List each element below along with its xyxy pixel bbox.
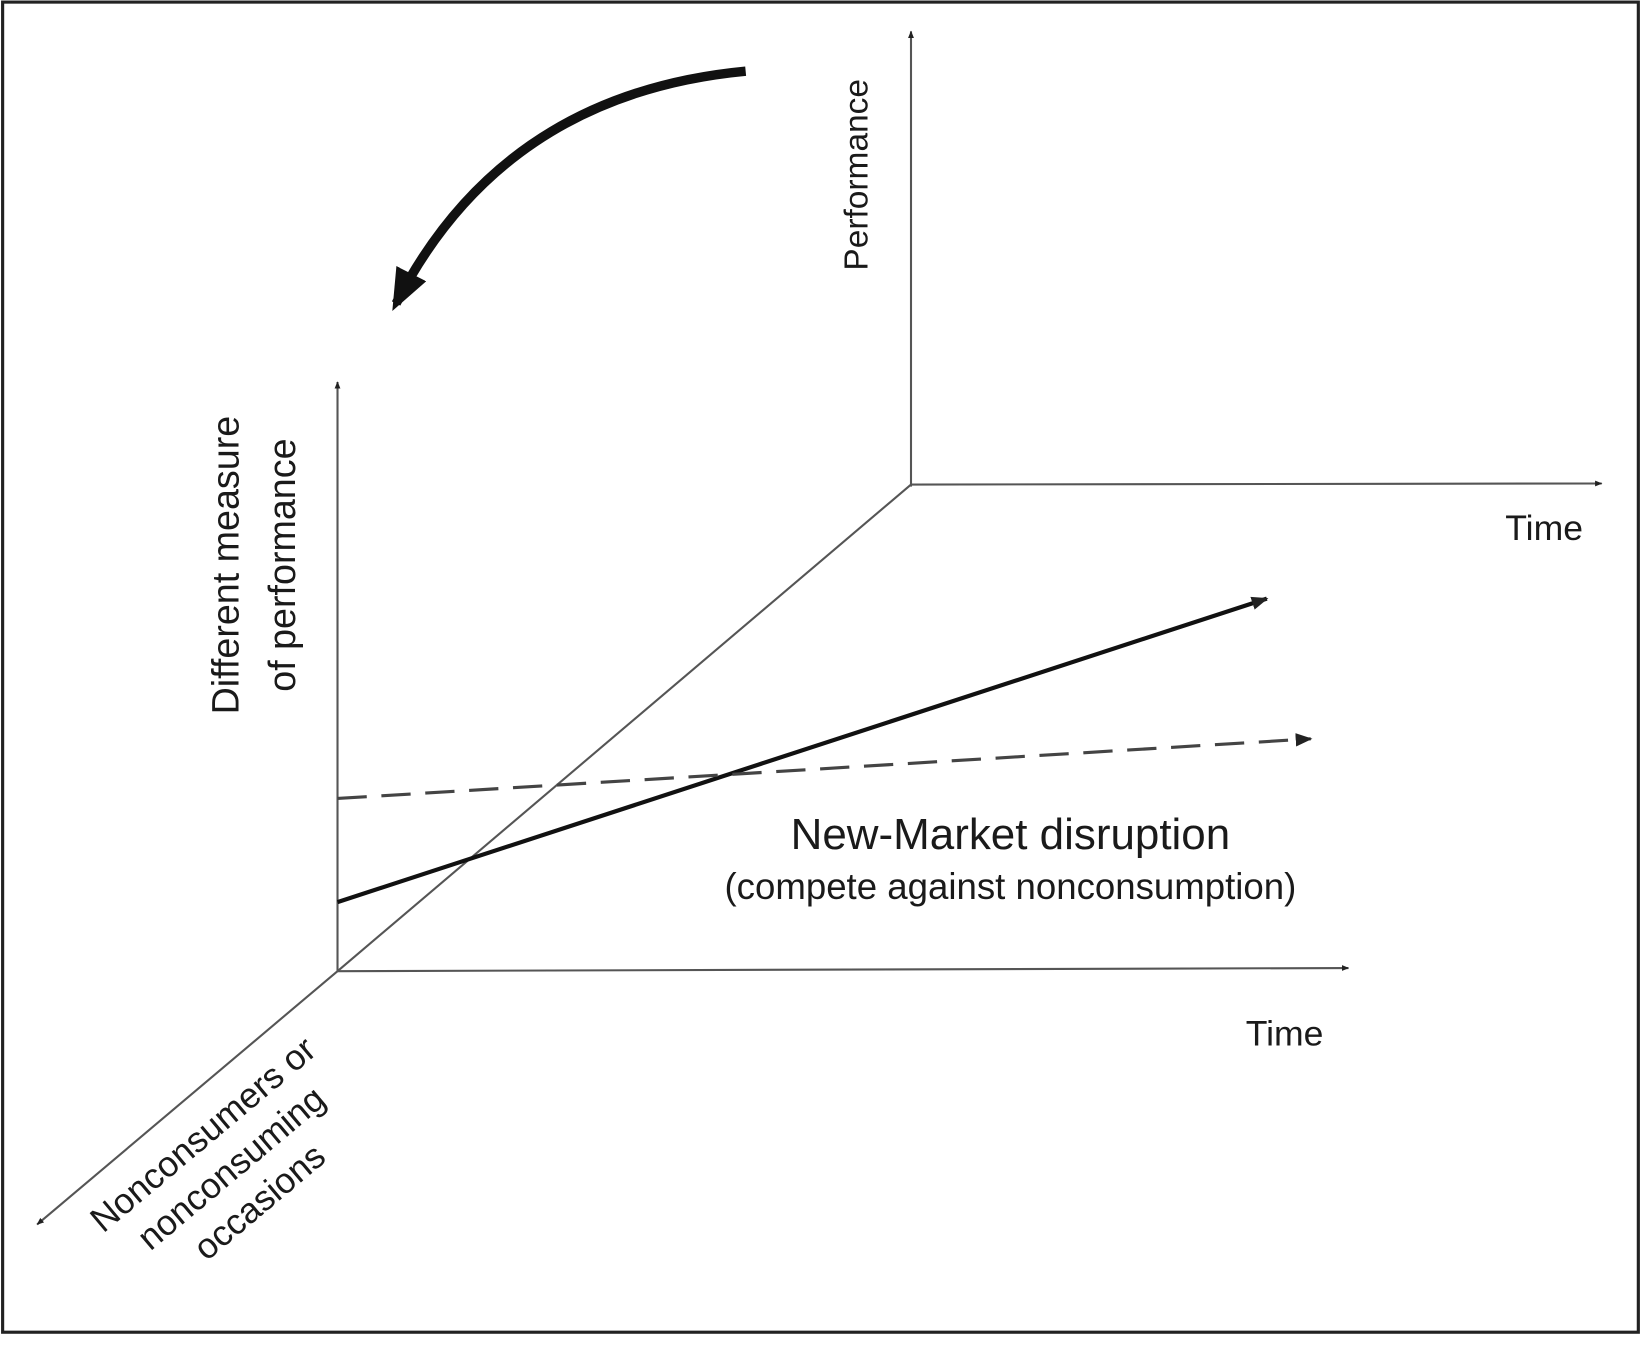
- back-x-axis: [910, 480, 1603, 487]
- solid-trajectory: [336, 596, 1269, 905]
- front-y-label: Different measure: [205, 416, 247, 715]
- curved-arrow: [391, 66, 747, 311]
- front-y-label: of performance: [261, 438, 303, 691]
- caption-subtitle: (compete against nonconsumption): [724, 866, 1296, 907]
- back-y-label: Performance: [839, 79, 876, 271]
- depth-axis: [36, 970, 339, 1226]
- front-x-label: Time: [1246, 1013, 1324, 1053]
- caption-title: New-Market disruption: [791, 810, 1231, 859]
- front-x-axis: [337, 965, 1350, 973]
- depth-connector: [336, 483, 912, 972]
- back-x-label: Time: [1505, 508, 1583, 548]
- dashed-trajectory: [337, 733, 1313, 801]
